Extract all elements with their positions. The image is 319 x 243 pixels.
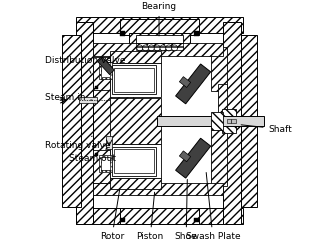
Bar [241,35,257,207]
Bar [101,64,110,77]
Text: Swash Plate: Swash Plate [186,173,240,241]
Bar [95,153,98,156]
Bar [120,208,199,224]
Bar [129,33,190,52]
Bar [211,112,223,130]
Bar [110,52,161,63]
Bar [114,149,154,173]
Bar [112,147,156,175]
Circle shape [166,45,172,51]
Bar [231,119,236,123]
Polygon shape [179,77,191,87]
Bar [93,60,133,182]
Bar [136,43,183,47]
Bar [99,155,112,172]
Text: Shoe: Shoe [175,180,197,241]
Bar [93,130,110,195]
Bar [79,97,97,103]
Bar [136,35,183,49]
Bar [110,63,161,97]
Polygon shape [176,138,211,178]
Text: Distribution valve: Distribution valve [45,56,125,73]
Bar [62,35,81,207]
Bar [110,144,161,178]
Bar [99,62,112,79]
Text: Steam in: Steam in [45,93,92,102]
Bar [76,17,243,33]
Circle shape [148,45,154,51]
Bar [106,136,112,149]
Circle shape [154,45,160,51]
Bar [120,218,125,222]
Polygon shape [179,151,191,162]
Bar [93,150,110,182]
Bar [211,130,227,186]
Bar [76,22,93,224]
Bar [110,178,161,190]
Text: Piston: Piston [137,192,164,241]
Circle shape [137,45,143,51]
Bar [93,43,223,56]
Bar [110,98,161,144]
Bar [211,47,227,91]
Circle shape [160,45,166,51]
Bar [93,182,223,195]
Circle shape [143,45,149,51]
Bar [101,157,110,170]
Text: Steam out: Steam out [69,148,116,163]
Bar [95,86,98,88]
Polygon shape [176,64,211,104]
Text: Shaft: Shaft [241,125,292,134]
Polygon shape [98,57,114,75]
Bar [120,31,125,36]
Text: Rotating valve: Rotating valve [45,136,110,150]
Bar [120,19,199,35]
Bar [223,22,241,224]
Bar [194,31,199,36]
Bar [93,57,110,90]
Bar [227,119,231,123]
Bar [194,218,199,222]
Bar [112,65,156,94]
Circle shape [172,45,178,51]
Bar [93,44,110,91]
Bar [218,84,227,130]
Bar [157,116,264,126]
Text: Bearing: Bearing [141,2,177,36]
Text: Rotor: Rotor [100,190,124,241]
Bar [76,208,243,224]
Bar [114,68,154,92]
Bar [136,46,183,50]
Bar [222,109,236,133]
